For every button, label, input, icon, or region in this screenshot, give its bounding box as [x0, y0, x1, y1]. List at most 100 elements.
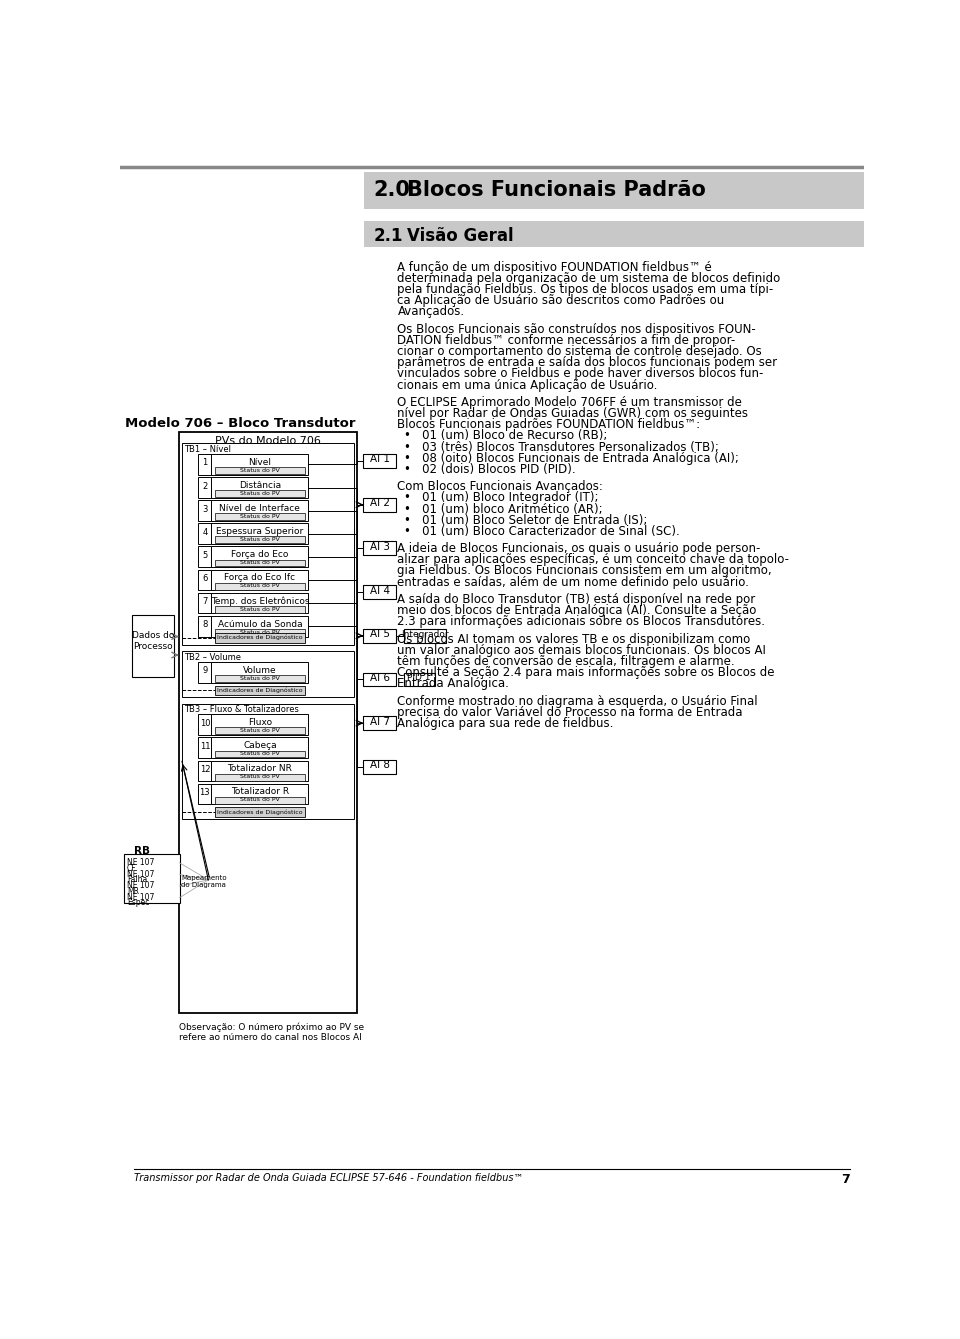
Bar [132, 615, 175, 676]
Text: Totalizador R: Totalizador R [230, 787, 289, 797]
Bar [364, 221, 864, 246]
Text: •   01 (um) Bloco de Recurso (RB);: • 01 (um) Bloco de Recurso (RB); [403, 430, 607, 442]
Bar [182, 443, 354, 645]
Text: •   02 (dois) Blocos PID (PID).: • 02 (dois) Blocos PID (PID). [403, 463, 575, 475]
Text: vinculados sobre o Fieldbus e pode haver diversos blocos fun-: vinculados sobre o Fieldbus e pode haver… [397, 367, 764, 380]
Text: AI 2: AI 2 [370, 498, 390, 507]
Text: Conforme mostrado no diagrama à esquerda, o Usuário Final: Conforme mostrado no diagrama à esquerda… [397, 695, 758, 707]
Bar [363, 761, 396, 774]
Bar [211, 593, 308, 613]
Text: AI 4: AI 4 [370, 585, 390, 596]
Text: Fluxo: Fluxo [248, 718, 272, 727]
Bar [214, 797, 305, 803]
Text: alizar para aplicações específicas, é um conceito chave da topolo-: alizar para aplicações específicas, é um… [397, 553, 789, 566]
Text: O ECLIPSE Aprimorado Modelo 706FF é um transmissor de: O ECLIPSE Aprimorado Modelo 706FF é um t… [397, 396, 742, 408]
Text: têm funções de conversão de escala, filtragem e alarme.: têm funções de conversão de escala, filt… [397, 655, 735, 668]
Text: Força do Eco: Força do Eco [231, 550, 289, 560]
Text: 8: 8 [203, 620, 207, 629]
Text: Cabeça: Cabeça [243, 742, 276, 750]
Bar [211, 738, 308, 758]
Text: cionais em uma única Aplicação de Usuário.: cionais em uma única Aplicação de Usuári… [397, 379, 658, 391]
Text: Visão Geral: Visão Geral [407, 226, 514, 245]
Text: Transmissor por Radar de Onda Guiada ECLIPSE 57-646 - Foundation fieldbus™: Transmissor por Radar de Onda Guiada ECL… [134, 1173, 523, 1184]
Bar [363, 585, 396, 599]
Bar [211, 524, 308, 544]
Text: precisa do valor Variável do Processo na forma de Entrada: precisa do valor Variável do Processo na… [397, 706, 743, 719]
Text: DATION fieldbus™ conforme necessários a fim de propor-: DATION fieldbus™ conforme necessários a … [397, 333, 735, 347]
Text: RB: RB [133, 846, 150, 856]
Bar [214, 629, 305, 636]
Text: 9: 9 [203, 667, 207, 675]
Text: Status do PV: Status do PV [240, 751, 279, 757]
Bar [214, 605, 305, 613]
Text: Acúmulo da Sonda: Acúmulo da Sonda [218, 620, 302, 628]
Text: PID 1: PID 1 [407, 674, 431, 683]
Text: Força do Eco Ifc: Força do Eco Ifc [225, 573, 296, 582]
Text: •   08 (oito) Blocos Funcionais de Entrada Analógica (AI);: • 08 (oito) Blocos Funcionais de Entrada… [403, 451, 738, 465]
Text: Mapeamento
do Diagrama: Mapeamento do Diagrama [181, 876, 227, 888]
Text: MR: MR [127, 886, 139, 896]
Bar [211, 761, 308, 781]
Text: AI 5: AI 5 [370, 629, 390, 639]
Text: nível por Radar de Ondas Guiadas (GWR) com os seguintes: nível por Radar de Ondas Guiadas (GWR) c… [397, 407, 749, 420]
Bar [214, 633, 305, 643]
Text: 7: 7 [841, 1173, 850, 1186]
Text: A função de um dispositivo FOUNDATION fieldbus™ é: A função de um dispositivo FOUNDATION fi… [397, 261, 712, 273]
Text: 2.0: 2.0 [373, 179, 410, 200]
Text: Status do PV: Status do PV [240, 560, 279, 565]
Text: 10: 10 [200, 719, 210, 727]
Bar [199, 738, 211, 758]
Text: 1: 1 [203, 458, 207, 467]
Bar [199, 477, 211, 498]
Text: Os Blocos Funcionais são construídos nos dispositivos FOUN-: Os Blocos Funcionais são construídos nos… [397, 323, 756, 336]
Text: •   01 (um) Bloco Integrador (IT);: • 01 (um) Bloco Integrador (IT); [403, 491, 598, 505]
Text: entradas e saídas, além de um nome definido pelo usuário.: entradas e saídas, além de um nome defin… [397, 576, 750, 589]
Text: Observação: O número próximo ao PV se
refere ao número do canal nos Blocos AI: Observação: O número próximo ao PV se re… [179, 1022, 364, 1042]
Bar [214, 537, 305, 544]
Text: TB2 – Volume: TB2 – Volume [184, 652, 241, 661]
Text: Status do PV: Status do PV [240, 774, 279, 779]
Text: 2: 2 [203, 482, 207, 490]
Bar [363, 629, 396, 643]
Bar [214, 675, 305, 682]
Text: 5: 5 [203, 550, 207, 560]
Text: Status do PV: Status do PV [240, 467, 279, 473]
Text: 7: 7 [203, 597, 207, 607]
Bar [363, 716, 396, 730]
Text: Status do PV: Status do PV [240, 537, 279, 542]
Bar [214, 513, 305, 521]
Text: Espec: Espec [127, 898, 150, 908]
Bar [199, 454, 211, 475]
Bar [211, 783, 308, 805]
Bar [363, 498, 396, 511]
Text: Integrador: Integrador [401, 629, 448, 639]
Text: Avançados.: Avançados. [397, 305, 465, 319]
Bar [199, 661, 211, 683]
Bar [199, 783, 211, 805]
Text: 11: 11 [200, 742, 210, 751]
Text: 2.3 para informações adicionais sobre os Blocos Transdutores.: 2.3 para informações adicionais sobre os… [397, 615, 765, 628]
Text: Status do PV: Status do PV [240, 491, 279, 495]
Bar [179, 431, 357, 1014]
Bar [199, 714, 211, 735]
Text: Volume: Volume [243, 665, 276, 675]
Text: determinada pela organização de um sistema de blocos definido: determinada pela organização de um siste… [397, 272, 780, 285]
Text: NE 107: NE 107 [127, 881, 155, 890]
Text: ca Aplicação de Usuário são descritos como Padrões ou: ca Aplicação de Usuário são descritos co… [397, 295, 725, 307]
Text: Status do PV: Status do PV [240, 514, 279, 520]
Text: 4: 4 [203, 528, 207, 537]
Bar [363, 454, 396, 467]
Text: pela fundação Fieldbus. Os tipos de blocos usados em uma típi-: pela fundação Fieldbus. Os tipos de bloc… [397, 283, 774, 296]
Text: Status do PV: Status do PV [240, 629, 279, 635]
Bar [403, 629, 446, 643]
Text: AI 7: AI 7 [370, 716, 390, 727]
Text: Indicadores de Diagnóstico: Indicadores de Diagnóstico [217, 809, 302, 814]
Text: 3: 3 [203, 505, 207, 514]
Bar [211, 546, 308, 568]
Text: AI 6: AI 6 [370, 674, 390, 683]
Bar [124, 854, 180, 902]
Text: AI 3: AI 3 [370, 542, 390, 552]
Text: Blocos Funcionais Padrão: Blocos Funcionais Padrão [407, 179, 706, 200]
Text: Com Blocos Funcionais Avançados:: Com Blocos Funcionais Avançados: [397, 481, 603, 493]
Text: A saída do Bloco Transdutor (TB) está disponível na rede por: A saída do Bloco Transdutor (TB) está di… [397, 593, 756, 607]
